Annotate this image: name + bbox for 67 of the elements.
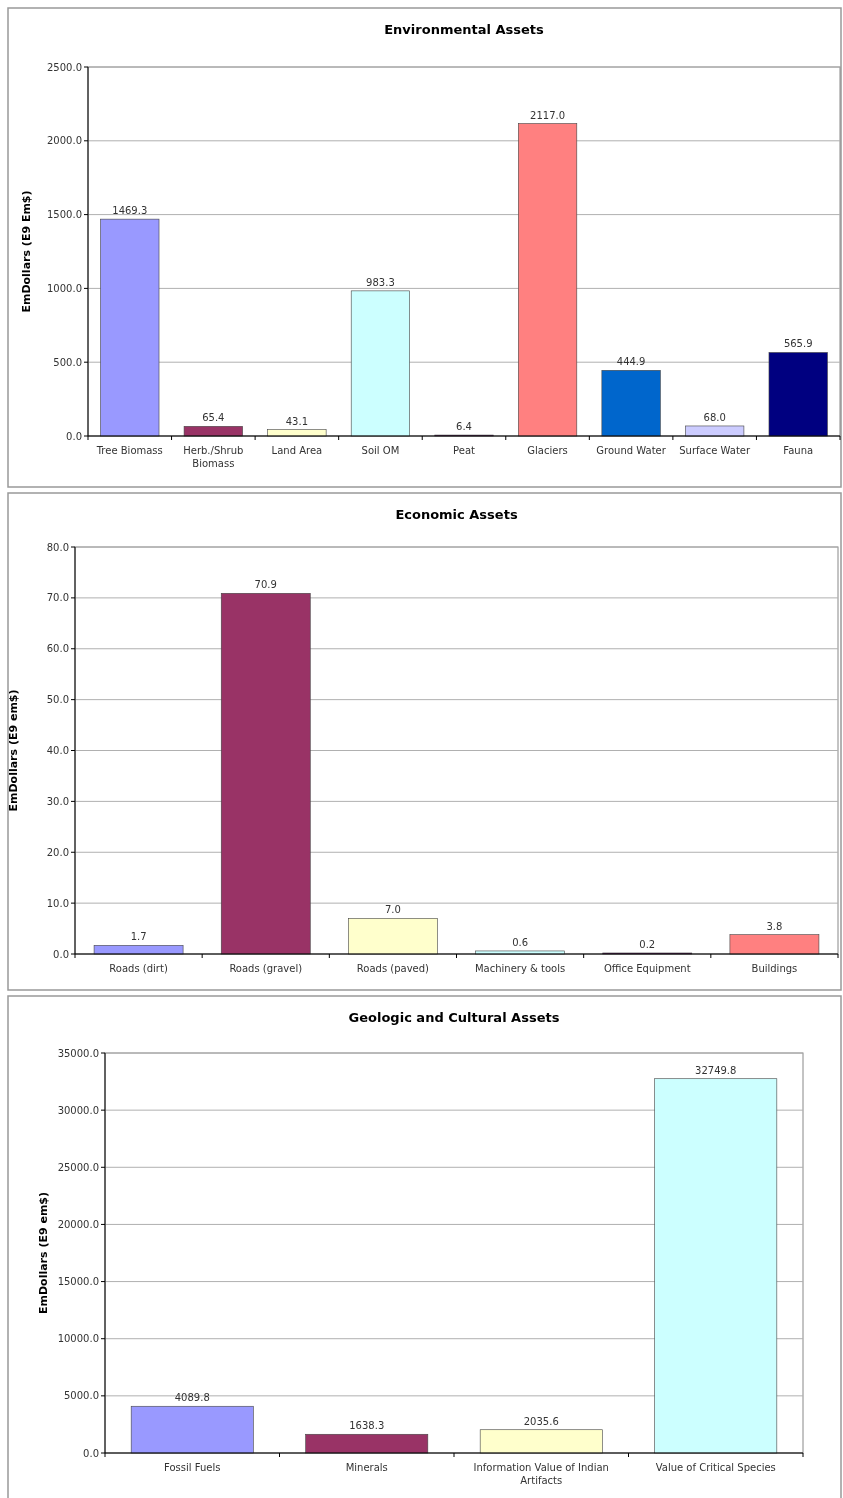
x-tick-label: Herb./Shrub Biomass (183, 445, 244, 469)
data-label: 68.0 (703, 411, 726, 423)
chart-title: Economic Assets (395, 507, 518, 522)
x-tick-label: Machinery & tools (474, 963, 566, 974)
data-label: 0.2 (639, 938, 656, 950)
data-label: 70.9 (254, 579, 277, 591)
y-tick-label: 80.0 (46, 541, 69, 553)
data-label: 7.0 (384, 904, 401, 916)
y-tick-label: 2000.0 (47, 135, 82, 147)
x-tick-label: Glaciers (527, 445, 568, 456)
data-label: 983.3 (366, 276, 395, 288)
y-tick-label: 40.0 (46, 745, 69, 756)
y-tick-label: 10.0 (46, 897, 69, 909)
x-tick-label: Information Value of Indian Artifacts (473, 1462, 609, 1486)
data-label: 0.6 (512, 936, 529, 948)
y-tick-label: 500.0 (53, 356, 82, 368)
y-tick-label: 0.0 (66, 430, 82, 442)
data-label: 1469.3 (112, 205, 148, 217)
y-tick-label: 0.0 (83, 1447, 99, 1459)
x-tick-label: Roads (paved) (356, 963, 430, 974)
data-label: 32749.8 (695, 1064, 737, 1076)
y-tick-label: 60.0 (46, 643, 69, 655)
y-axis-title: EmDollars (E9 em$) (7, 689, 20, 812)
y-tick-label: 5000.0 (64, 1390, 99, 1402)
x-tick-label: Surface Water (679, 445, 751, 456)
y-tick-label: 35000.0 (57, 1047, 99, 1059)
y-axis-title: EmDollars (E9 Em$) (20, 190, 33, 313)
y-tick-label: 10000.0 (57, 1333, 99, 1345)
data-label: 4089.8 (174, 1392, 210, 1404)
x-tick-label: Soil OM (361, 445, 400, 456)
data-label: 3.8 (766, 920, 783, 932)
data-label: 6.4 (456, 421, 472, 433)
x-tick-label: Fossil Fuels (164, 1462, 221, 1473)
y-tick-label: 30.0 (46, 795, 69, 807)
y-tick-label: 2500.0 (47, 61, 82, 73)
x-tick-label: Fauna (783, 445, 814, 456)
y-tick-label: 20000.0 (57, 1218, 99, 1230)
x-tick-label: Minerals (345, 1462, 388, 1473)
x-tick-label: Roads (gravel) (229, 963, 303, 974)
y-axis-title: EmDollars (E9 em$) (37, 1191, 50, 1315)
data-label: 444.9 (616, 356, 646, 368)
x-tick-label: Roads (dirt) (109, 963, 168, 974)
y-tick-label: 70.0 (46, 592, 69, 604)
x-tick-label: Value of Critical Species (655, 1462, 776, 1473)
x-tick-label: Land Area (271, 445, 323, 456)
y-tick-label: 1500.0 (47, 209, 82, 221)
y-tick-label: 0.0 (53, 948, 69, 960)
data-label: 43.1 (285, 415, 309, 427)
y-tick-label: 20.0 (46, 846, 69, 858)
data-label: 565.9 (783, 338, 813, 350)
x-tick-label: Buildings (751, 963, 798, 974)
y-tick-label: 30000.0 (57, 1104, 99, 1116)
y-tick-label: 1000.0 (47, 282, 82, 294)
data-label: 65.4 (202, 412, 225, 424)
x-tick-label: Office Equipment (603, 963, 691, 974)
y-tick-label: 25000.0 (57, 1161, 99, 1173)
x-tick-label: Ground Water (596, 445, 667, 456)
data-label: 2035.6 (523, 1415, 559, 1427)
data-label: 2117.0 (530, 109, 566, 121)
chart-title: Geologic and Cultural Assets (348, 1010, 560, 1025)
x-tick-label: Peat (453, 445, 476, 456)
data-label: 1.7 (130, 931, 147, 943)
y-tick-label: 15000.0 (57, 1276, 99, 1288)
data-label: 1638.3 (349, 1420, 385, 1432)
chart-title: Environmental Assets (384, 22, 545, 37)
x-tick-label: Tree Biomass (95, 445, 163, 456)
y-tick-label: 50.0 (46, 694, 69, 706)
